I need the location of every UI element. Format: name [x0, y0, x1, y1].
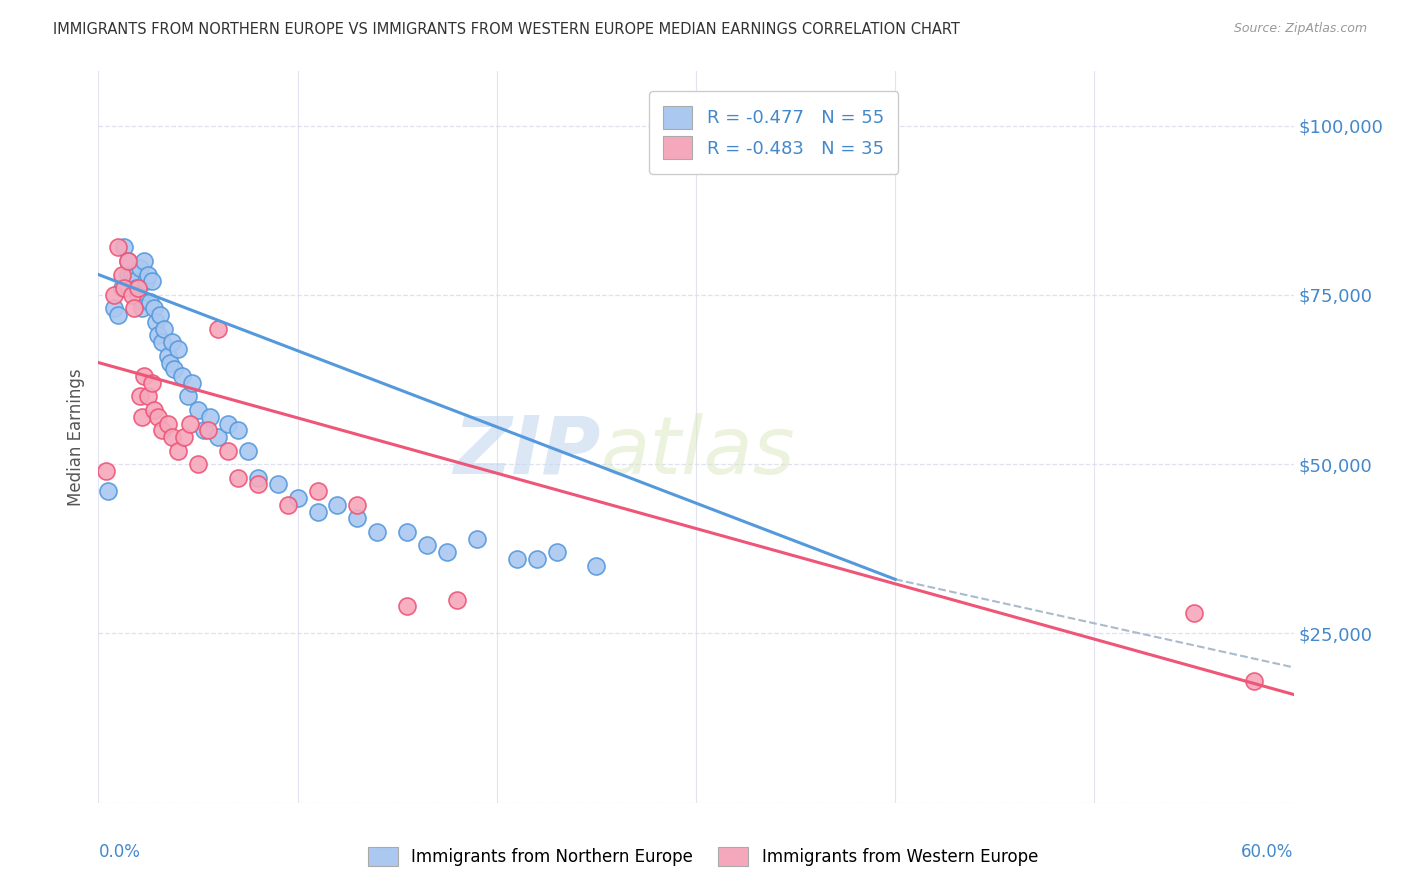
Text: IMMIGRANTS FROM NORTHERN EUROPE VS IMMIGRANTS FROM WESTERN EUROPE MEDIAN EARNING: IMMIGRANTS FROM NORTHERN EUROPE VS IMMIG… [53, 22, 960, 37]
Y-axis label: Median Earnings: Median Earnings [67, 368, 86, 506]
Point [546, 545, 568, 559]
Point [198, 409, 221, 424]
Point [103, 288, 125, 302]
Point [585, 558, 607, 573]
Text: Source: ZipAtlas.com: Source: ZipAtlas.com [1233, 22, 1367, 36]
Point [157, 349, 180, 363]
Point [160, 335, 183, 350]
Point [1182, 606, 1205, 620]
Point [396, 599, 419, 614]
Point [153, 322, 176, 336]
Point [129, 260, 152, 275]
Point [121, 288, 143, 302]
Point [134, 254, 156, 268]
Point [159, 355, 181, 369]
Point [124, 301, 146, 316]
Point [112, 240, 135, 254]
Point [148, 328, 170, 343]
Point [526, 552, 548, 566]
Point [179, 417, 201, 431]
Point [177, 389, 200, 403]
Point [187, 403, 209, 417]
Point [157, 417, 180, 431]
Point [136, 268, 159, 282]
Point [160, 430, 183, 444]
Point [134, 369, 156, 384]
Point [124, 274, 146, 288]
Point [246, 477, 269, 491]
Text: 0.0%: 0.0% [98, 843, 141, 861]
Point [436, 545, 458, 559]
Point [107, 240, 129, 254]
Point [97, 484, 120, 499]
Point [246, 471, 269, 485]
Legend: Immigrants from Northern Europe, Immigrants from Western Europe: Immigrants from Northern Europe, Immigra… [360, 838, 1046, 875]
Point [117, 254, 139, 268]
Point [173, 430, 195, 444]
Point [193, 423, 215, 437]
Point [111, 268, 134, 282]
Point [131, 294, 153, 309]
Point [96, 464, 118, 478]
Point [143, 301, 166, 316]
Point [465, 532, 488, 546]
Point [1243, 673, 1265, 688]
Point [167, 443, 190, 458]
Point [135, 274, 157, 288]
Point [346, 498, 368, 512]
Point [149, 308, 172, 322]
Point [506, 552, 529, 566]
Point [217, 443, 239, 458]
Point [117, 268, 139, 282]
Text: atlas: atlas [600, 413, 796, 491]
Point [103, 301, 125, 316]
Text: ZIP: ZIP [453, 413, 600, 491]
Point [346, 511, 368, 525]
Text: 60.0%: 60.0% [1241, 843, 1294, 861]
Point [141, 376, 163, 390]
Point [207, 430, 229, 444]
Legend: R = -0.477   N = 55, R = -0.483   N = 35: R = -0.477 N = 55, R = -0.483 N = 35 [650, 91, 898, 174]
Point [396, 524, 419, 539]
Point [141, 274, 163, 288]
Point [127, 281, 149, 295]
Point [217, 417, 239, 431]
Point [139, 294, 162, 309]
Point [121, 268, 143, 282]
Point [131, 409, 153, 424]
Point [127, 288, 149, 302]
Point [131, 301, 153, 316]
Point [226, 423, 249, 437]
Point [277, 498, 299, 512]
Point [307, 484, 329, 499]
Point [172, 369, 194, 384]
Point [181, 376, 204, 390]
Point [307, 505, 329, 519]
Point [187, 457, 209, 471]
Point [112, 281, 135, 295]
Point [145, 315, 167, 329]
Point [197, 423, 219, 437]
Point [107, 308, 129, 322]
Point [148, 409, 170, 424]
Point [207, 322, 229, 336]
Point [267, 477, 290, 491]
Point [236, 443, 259, 458]
Point [111, 281, 134, 295]
Point [163, 362, 186, 376]
Point [125, 281, 148, 295]
Point [326, 498, 349, 512]
Point [117, 254, 139, 268]
Point [129, 389, 152, 403]
Point [416, 538, 439, 552]
Point [167, 342, 190, 356]
Point [143, 403, 166, 417]
Point [150, 423, 173, 437]
Point [446, 592, 468, 607]
Point [136, 389, 159, 403]
Point [226, 471, 249, 485]
Point [366, 524, 388, 539]
Point [287, 491, 309, 505]
Point [150, 335, 173, 350]
